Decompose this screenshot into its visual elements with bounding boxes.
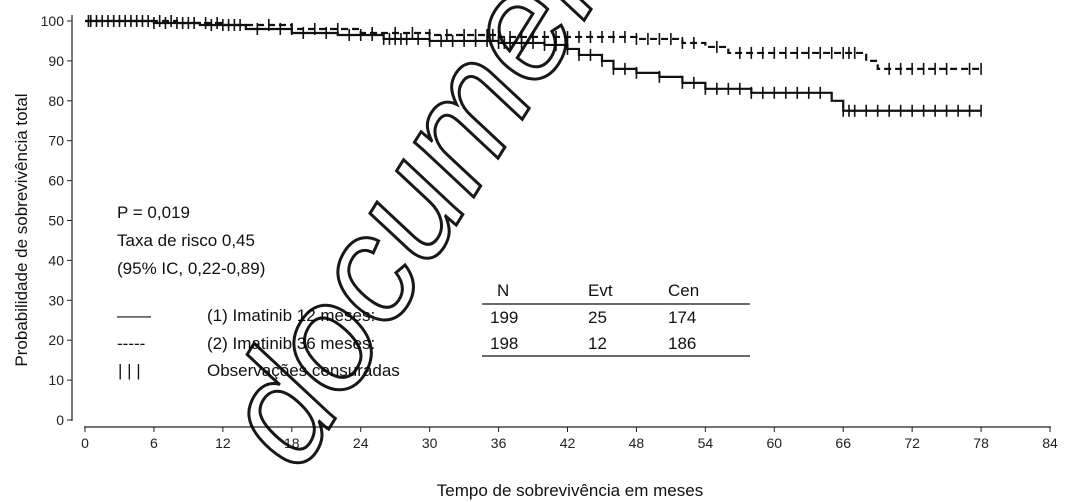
y-tick-label: 80	[48, 93, 64, 109]
x-tick-label: 60	[766, 435, 782, 451]
table-header-cen: Cen	[668, 281, 699, 300]
x-tick-label: 84	[1042, 435, 1058, 451]
y-tick-label: 0	[56, 412, 64, 428]
y-axis-title: Probabilidade de sobrevivência total	[12, 93, 31, 366]
table-cell-n-group-2: 198	[490, 334, 518, 353]
legend-solid-symbol: ——	[117, 306, 151, 325]
y-tick-label: 20	[48, 332, 64, 348]
x-tick-label: 24	[353, 435, 369, 451]
x-tick-label: 18	[284, 435, 300, 451]
x-tick-label: 48	[629, 435, 645, 451]
x-tick-label: 54	[698, 435, 714, 451]
x-tick-label: 30	[422, 435, 438, 451]
table-cell-evt-group-1: 25	[588, 308, 607, 327]
legend-censor-symbol: | | |	[118, 361, 141, 380]
hazard-ratio-text: Taxa de risco 0,45	[117, 231, 255, 250]
y-tick-label: 10	[48, 372, 64, 388]
x-axis-title: Tempo de sobrevivência em meses	[437, 481, 703, 500]
legend-censor-label: Observações censuradas	[207, 361, 400, 380]
y-tick-label: 40	[48, 252, 64, 268]
table-cell-cen-group-2: 186	[668, 334, 696, 353]
y-tick-label: 30	[48, 292, 64, 308]
legend-label-group-2: (2) Imatinib 36 meses:	[207, 334, 375, 353]
confidence-interval-text: (95% IC, 0,22-0,89)	[117, 259, 265, 278]
x-tick-label: 0	[81, 435, 89, 451]
x-tick-label: 72	[904, 435, 920, 451]
x-tick-label: 66	[835, 435, 851, 451]
table-cell-n-group-1: 199	[490, 308, 518, 327]
p-value-text: P = 0,019	[117, 203, 190, 222]
y-tick-label: 60	[48, 173, 64, 189]
x-tick-label: 42	[560, 435, 576, 451]
table-header-n: N	[497, 281, 509, 300]
legend-dashed-symbol: -----	[117, 334, 145, 353]
x-tick-label: 78	[973, 435, 989, 451]
table-cell-evt-group-2: 12	[588, 334, 607, 353]
series-layer	[85, 15, 982, 117]
table-header-evt: Evt	[588, 281, 613, 300]
axes: 0 10 20 30 40 50 60 70 80 90 100 0 6 12 18 24 30 36 42 48 54…	[41, 13, 1058, 451]
x-tick-label: 12	[215, 435, 231, 451]
x-tick-label: 6	[150, 435, 158, 451]
y-tick-label: 70	[48, 133, 64, 149]
y-tick-label: 90	[48, 53, 64, 69]
y-tick-label: 100	[41, 13, 65, 29]
table-cell-cen-group-1: 174	[668, 308, 696, 327]
legend-label-group-1: (1) Imatinib 12 meses:	[207, 306, 375, 325]
x-tick-label: 36	[491, 435, 507, 451]
y-tick-label: 50	[48, 213, 64, 229]
